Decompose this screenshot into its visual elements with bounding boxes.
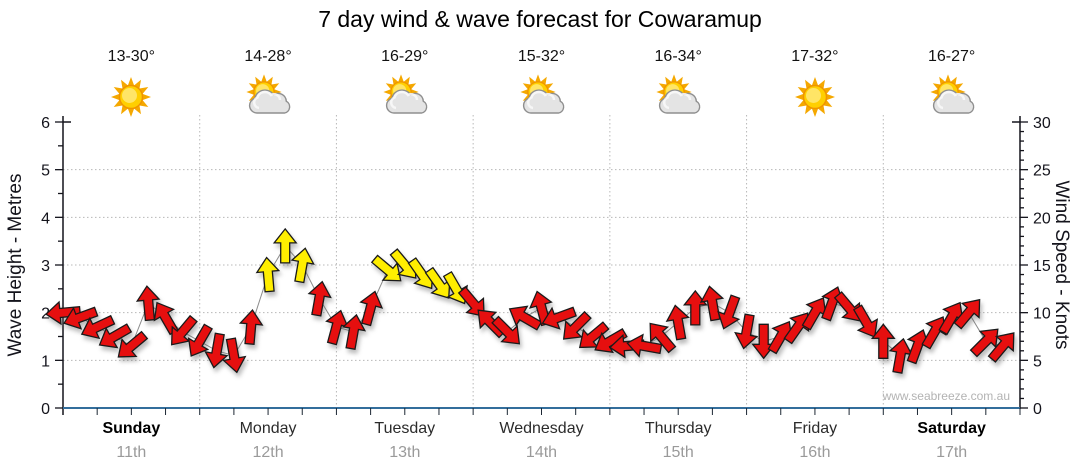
- wind-arrow: [541, 306, 577, 330]
- wind-arrow: [117, 330, 149, 358]
- wind-arrow: [699, 285, 725, 322]
- wind-arrow: [751, 323, 777, 360]
- temperature-range-label: 17-32°: [791, 48, 839, 65]
- wind-arrow: [953, 298, 981, 330]
- wind-arrow: [649, 322, 677, 354]
- partly-cloudy-icon: [516, 71, 568, 123]
- left-axis-tick-label: 1: [41, 353, 50, 370]
- day-date-label: 12th: [252, 444, 284, 461]
- wind-arrow: [594, 328, 628, 354]
- left-axis-tick-label: 0: [41, 401, 50, 418]
- right-axis-tick-label: 30: [1033, 115, 1051, 132]
- right-axis-tick-label: 5: [1033, 353, 1042, 370]
- right-axis-tick-label: 10: [1033, 306, 1051, 323]
- left-axis-title: Wave Height - Metres: [5, 173, 26, 357]
- wind-arrow: [783, 312, 810, 345]
- wind-arrow: [734, 313, 759, 350]
- right-axis-title: Wind Speed - Knots: [1051, 180, 1072, 350]
- temperature-range-label: 13-30°: [107, 48, 155, 65]
- wind-arrow: [204, 332, 229, 369]
- wind-arrow: [491, 315, 521, 345]
- sunny-icon: [789, 71, 841, 123]
- wind-arrow: [135, 285, 161, 322]
- temperature-range-label: 14-28°: [244, 48, 292, 65]
- wind-arrow: [255, 256, 281, 293]
- wind-arrow: [562, 310, 592, 340]
- day-date-label: 15th: [662, 444, 694, 461]
- wind-arrow: [80, 314, 116, 340]
- right-axis-tick-label: 15: [1033, 258, 1051, 275]
- partly-cloudy-icon: [379, 71, 431, 123]
- partly-cloudy-icon: [652, 71, 704, 123]
- wind-arrow: [457, 286, 485, 317]
- wind-arrow: [98, 323, 133, 349]
- wind-arrow: [870, 323, 896, 359]
- temperature-range-label: 15-32°: [517, 48, 566, 65]
- wind-arrow: [717, 294, 741, 330]
- wind-arrow: [969, 328, 999, 358]
- wind-arrow: [45, 300, 82, 326]
- wind-arrow: [682, 289, 708, 326]
- day-name-label: Wednesday: [499, 420, 584, 437]
- day-date-label: 14th: [525, 444, 558, 461]
- wind-arrow: [187, 323, 213, 357]
- left-axis-tick-label: 4: [41, 210, 50, 227]
- wind-arrow: [63, 306, 99, 330]
- watermark: www.seabreeze.com.au: [882, 389, 1010, 403]
- partly-cloudy-icon: [926, 71, 978, 123]
- day-name-label: Saturday: [917, 420, 986, 437]
- day-name-label: Sunday: [102, 420, 161, 437]
- wind-arrow: [238, 309, 264, 346]
- left-axis-tick-label: 5: [41, 163, 50, 180]
- wind-arrow: [341, 313, 367, 350]
- wind-arrow: [222, 337, 247, 374]
- wind-arrow: [272, 227, 298, 264]
- temperature-range-label: 16-34°: [654, 48, 702, 65]
- right-axis-tick-label: 25: [1033, 163, 1051, 180]
- wind-arrow: [626, 333, 663, 358]
- day-date-label: 13th: [389, 444, 421, 461]
- left-axis-tick-label: 3: [41, 258, 50, 275]
- wind-arrow: [665, 304, 690, 341]
- wind-arrow: [359, 290, 384, 327]
- day-name-label: Monday: [239, 420, 297, 437]
- wind-arrow: [921, 316, 947, 350]
- chart-title: 7 day wind & wave forecast for Cowaramup: [318, 6, 762, 32]
- wind-arrow: [833, 291, 861, 322]
- wind-arrow: [307, 280, 332, 317]
- temperature-range-label: 16-29°: [381, 48, 429, 65]
- wind-arrow: [852, 304, 879, 338]
- partly-cloudy-icon: [242, 71, 294, 123]
- wind-arrow: [290, 247, 315, 284]
- sunny-icon: [105, 71, 157, 123]
- right-axis-tick-label: 20: [1033, 210, 1051, 227]
- day-name-label: Tuesday: [374, 420, 436, 437]
- day-date-label: 17th: [936, 444, 968, 461]
- wind-arrow-layer: [45, 227, 1015, 374]
- right-axis-tick-label: 0: [1033, 401, 1042, 418]
- day-date-label: 11th: [116, 444, 147, 461]
- temperature-range-label: 16-27°: [927, 48, 976, 65]
- left-axis-tick-label: 6: [41, 115, 50, 132]
- wind-arrow: [170, 314, 198, 346]
- wind-arrow: [508, 305, 543, 331]
- day-date-label: 16th: [799, 444, 831, 461]
- day-name-label: Friday: [792, 420, 838, 437]
- wind-arrow: [987, 332, 1015, 363]
- wind-arrow: [477, 309, 507, 339]
- day-name-label: Thursday: [644, 420, 712, 437]
- wind-arrow: [370, 254, 402, 282]
